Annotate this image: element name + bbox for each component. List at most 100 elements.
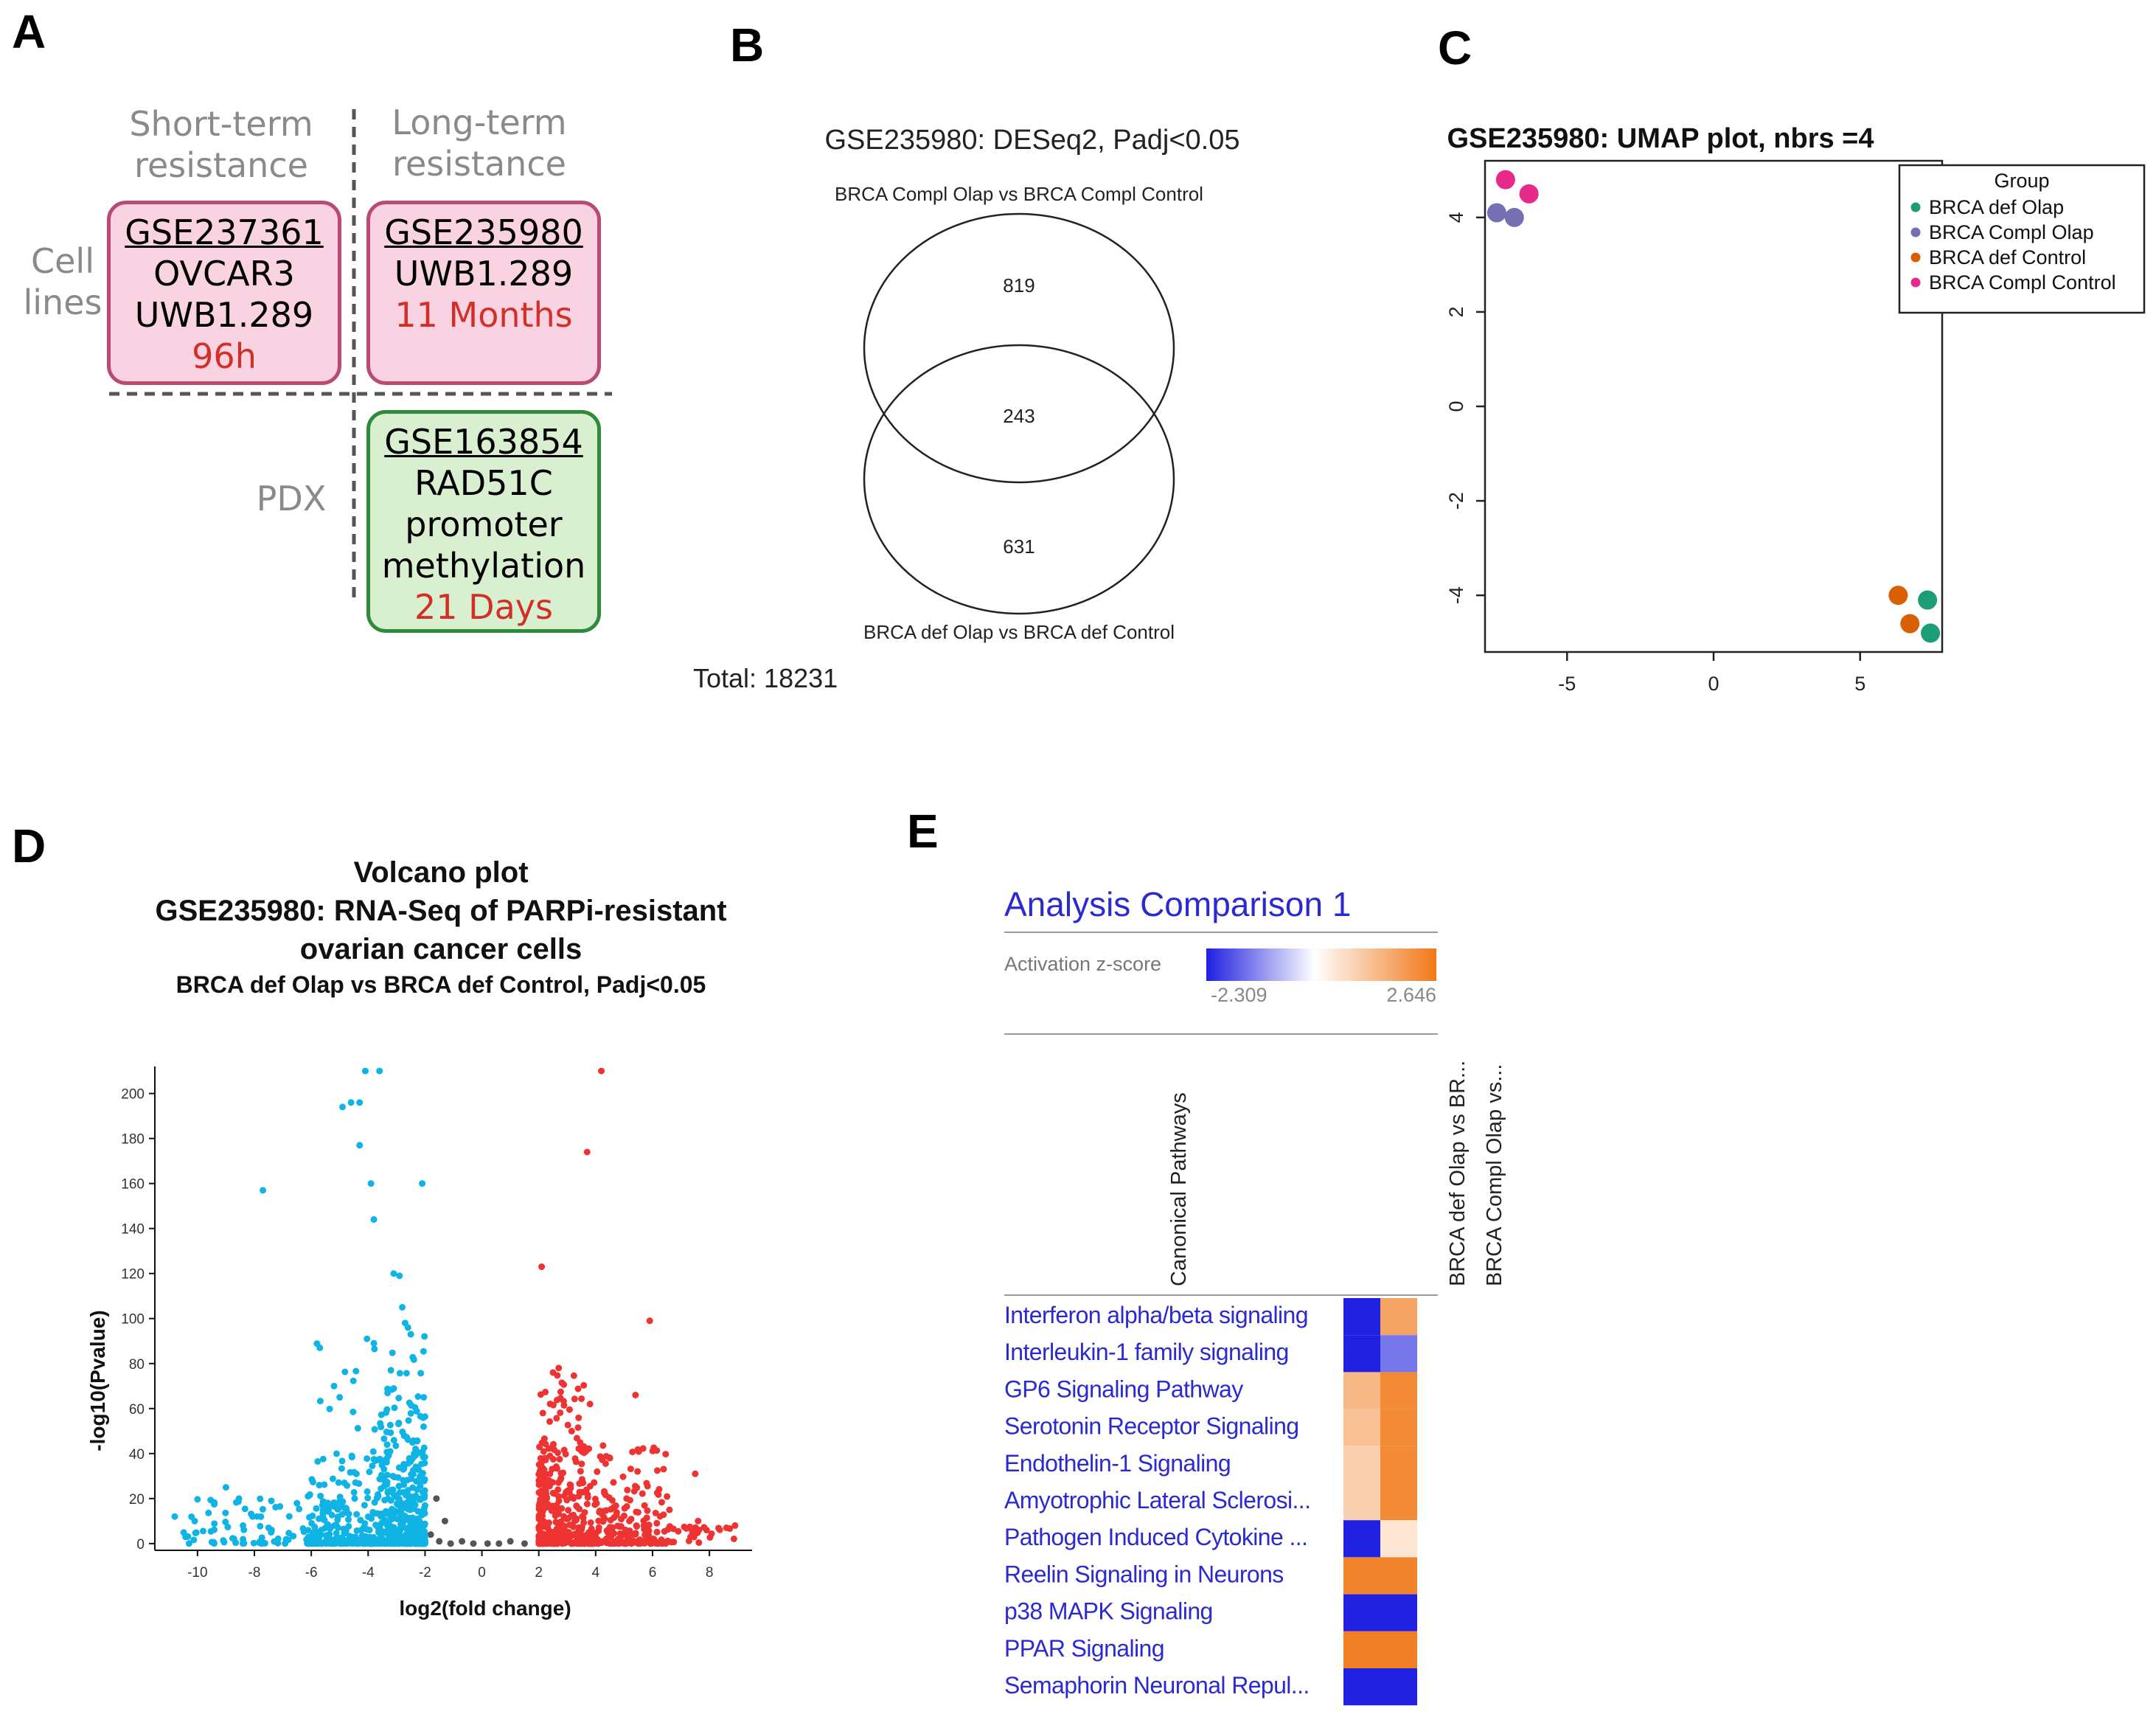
- volcano-point: [250, 1539, 257, 1547]
- volcano-point: [406, 1399, 413, 1406]
- volcano-point: [484, 1540, 491, 1547]
- volcano-point: [285, 1536, 292, 1544]
- volcano-point: [400, 1477, 407, 1484]
- volcano-point: [342, 1527, 350, 1534]
- volcano-point: [616, 1530, 624, 1537]
- volcano-point: [563, 1515, 570, 1522]
- volcano-y-tick-label: 60: [129, 1402, 145, 1418]
- volcano-point: [640, 1522, 647, 1529]
- volcano-point: [353, 1510, 361, 1518]
- volcano-point: [386, 1510, 394, 1518]
- volcano-point: [400, 1432, 408, 1440]
- volcano-point: [409, 1484, 417, 1491]
- heatmap-cell: [1380, 1520, 1417, 1558]
- umap-point: [1519, 184, 1539, 204]
- volcano-point: [535, 1505, 543, 1513]
- long-term-line2: resistance: [392, 144, 566, 184]
- volcano-point: [376, 1455, 383, 1463]
- volcano-point: [366, 1468, 373, 1476]
- pdx-label: PDX: [256, 479, 327, 518]
- accession-label: GSE163854: [384, 422, 583, 462]
- accession-label: GSE235980: [384, 212, 583, 252]
- volcano-point: [607, 1516, 614, 1524]
- volcano-point: [257, 1522, 264, 1530]
- ipa-column-header: BRCA def Olap vs BR...: [1446, 1061, 1470, 1286]
- volcano-point: [542, 1388, 549, 1395]
- volcano-point: [371, 1499, 378, 1506]
- volcano-point: [602, 1460, 609, 1467]
- volcano-point: [576, 1480, 583, 1487]
- volcano-point: [633, 1538, 641, 1545]
- volcano-point: [190, 1536, 198, 1544]
- volcano-point: [347, 1468, 354, 1476]
- volcano-point: [632, 1391, 639, 1398]
- volcano-point: [253, 1513, 260, 1520]
- volcano-point: [210, 1539, 218, 1546]
- heatmap-cell: [1380, 1557, 1417, 1595]
- zscore-label: Activation z-score: [1004, 953, 1161, 975]
- volcano-point: [241, 1505, 248, 1513]
- volcano-point: [411, 1539, 418, 1547]
- duration-label: 96h: [192, 336, 257, 376]
- long-term-line1: Long-term: [392, 103, 567, 142]
- volcano-point: [594, 1468, 601, 1475]
- volcano-point: [543, 1494, 550, 1501]
- venn-set-a-label: BRCA Compl Olap vs BRCA Compl Control: [835, 183, 1203, 205]
- volcano-point: [314, 1457, 321, 1465]
- volcano-point: [554, 1449, 561, 1457]
- panel-letter-c: C: [1438, 21, 1472, 74]
- volcano-point: [591, 1479, 598, 1486]
- volcano-point: [194, 1496, 201, 1503]
- volcano-point: [575, 1493, 583, 1500]
- volcano-title-line2: GSE235980: RNA-Seq of PARPi-resistant: [155, 895, 726, 927]
- volcano-point: [587, 1519, 594, 1526]
- pathway-label: Reelin Signaling in Neurons: [1004, 1561, 1284, 1587]
- umap-x-tick-label: 5: [1854, 673, 1865, 695]
- volcano-point: [383, 1406, 391, 1413]
- volcano-point: [192, 1529, 200, 1536]
- volcano-point: [341, 1537, 348, 1544]
- volcano-point: [407, 1331, 414, 1338]
- volcano-point: [575, 1414, 583, 1421]
- volcano-point: [376, 1067, 383, 1075]
- volcano-point: [415, 1466, 422, 1474]
- volcano-point: [317, 1492, 324, 1499]
- volcano-point: [305, 1493, 312, 1500]
- volcano-point: [543, 1533, 551, 1541]
- cell-line-label: UWB1.289: [394, 254, 574, 294]
- volcano-point: [579, 1513, 586, 1520]
- umap-point: [1888, 586, 1908, 606]
- volcano-x-tick-label: -10: [187, 1565, 207, 1581]
- volcano-point: [662, 1451, 670, 1458]
- volcano-point: [406, 1456, 414, 1463]
- volcano-point: [350, 1408, 357, 1415]
- model-label: RAD51C: [414, 463, 553, 503]
- volcano-point: [383, 1471, 391, 1479]
- volcano-point: [575, 1445, 583, 1452]
- volcano-point: [583, 1148, 591, 1156]
- volcano-point: [695, 1539, 703, 1547]
- volcano-y-tick-label: 40: [129, 1447, 145, 1463]
- volcano-point: [447, 1540, 454, 1547]
- umap-point: [1918, 590, 1938, 610]
- volcano-chart: Volcano plot GSE235980: RNA-Seq of PARPi…: [86, 856, 752, 1620]
- venn-total-label: Total: 18231: [693, 663, 838, 693]
- volcano-point: [308, 1540, 316, 1547]
- volcano-point: [339, 1103, 347, 1111]
- volcano-point: [409, 1467, 417, 1474]
- zscore-gradient-bar: [1206, 948, 1436, 981]
- volcano-point: [414, 1508, 422, 1515]
- volcano-point: [333, 1530, 340, 1537]
- volcano-point: [695, 1517, 702, 1525]
- heatmap-cell: [1380, 1372, 1417, 1409]
- volcano-point: [199, 1527, 206, 1535]
- volcano-point: [566, 1406, 573, 1413]
- volcano-point: [554, 1486, 562, 1494]
- volcano-point: [395, 1419, 403, 1426]
- volcano-point: [708, 1530, 715, 1538]
- volcano-point: [639, 1490, 646, 1497]
- volcano-point: [352, 1367, 360, 1375]
- volcano-point: [614, 1536, 622, 1543]
- volcano-point: [316, 1482, 323, 1489]
- volcano-point: [386, 1522, 394, 1529]
